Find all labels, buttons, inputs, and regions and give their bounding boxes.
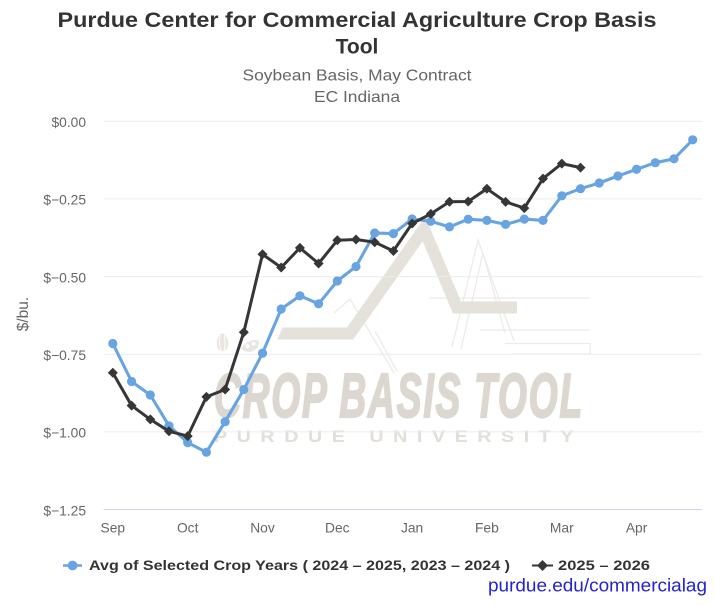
svg-text:Avg of Selected Crop Years ( 2: Avg of Selected Crop Years ( 2024 – 2025…: [89, 557, 510, 573]
svg-text:$−1.25: $−1.25: [43, 503, 86, 518]
svg-text:Oct: Oct: [177, 520, 199, 535]
svg-text:Soybean Basis, May Contract: Soybean Basis, May Contract: [243, 68, 473, 85]
svg-text:Jan: Jan: [401, 520, 423, 535]
svg-text:Apr: Apr: [626, 520, 648, 535]
svg-text:$−0.75: $−0.75: [43, 348, 86, 363]
svg-text:2025 – 2026: 2025 – 2026: [558, 557, 650, 573]
svg-text:Feb: Feb: [475, 520, 499, 535]
svg-text:$/bu.: $/bu.: [15, 297, 32, 331]
svg-text:CROP BASIS TOOL: CROP BASIS TOOL: [214, 362, 584, 431]
svg-text:Tool: Tool: [336, 36, 379, 59]
svg-text:Purdue Center for Commercial A: Purdue Center for Commercial Agriculture…: [58, 9, 657, 32]
svg-text:$0.00: $0.00: [51, 115, 86, 130]
svg-text:$−0.25: $−0.25: [43, 193, 86, 208]
svg-text:Nov: Nov: [250, 520, 275, 535]
svg-text:EC Indiana: EC Indiana: [314, 89, 400, 106]
svg-text:Mar: Mar: [550, 520, 574, 535]
svg-text:Dec: Dec: [325, 520, 350, 535]
svg-text:Sep: Sep: [101, 520, 126, 535]
svg-text:$−1.00: $−1.00: [43, 426, 86, 441]
svg-text:purdue.edu/commercialag: purdue.edu/commercialag: [488, 575, 707, 596]
svg-text:$−0.50: $−0.50: [43, 270, 86, 285]
svg-text:PURDUE UNIVERSITY: PURDUE UNIVERSITY: [214, 428, 583, 446]
